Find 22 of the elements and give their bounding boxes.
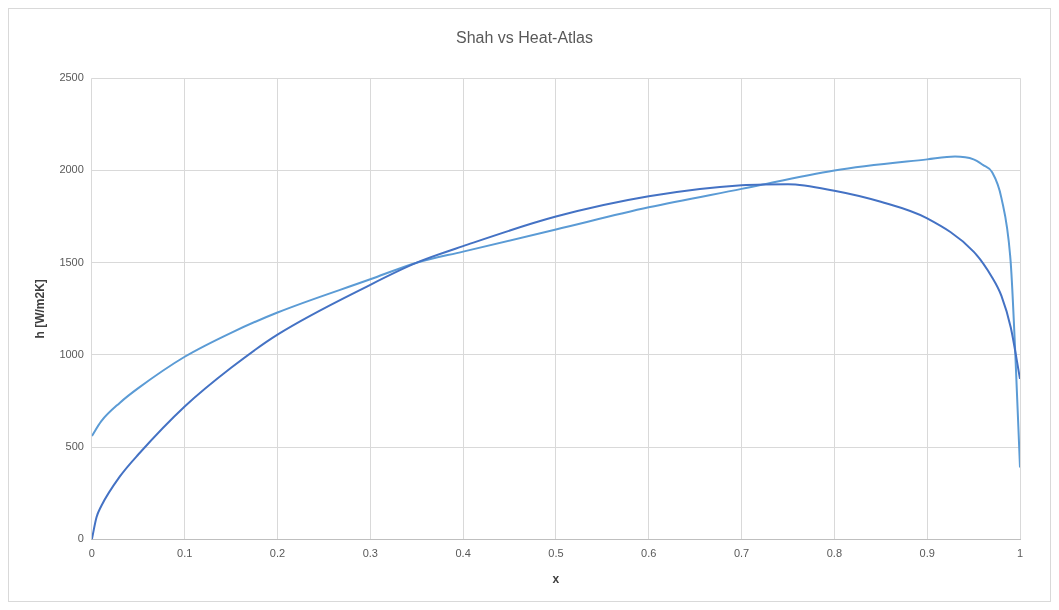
line-series xyxy=(91,155,1020,469)
y-tick-label: 0 xyxy=(77,532,84,545)
x-tick-label: 0.6 xyxy=(641,547,657,560)
x-tick-label: 0.5 xyxy=(548,547,564,560)
x-tick-label: 0.9 xyxy=(919,547,935,560)
y-tick-label: 2000 xyxy=(59,163,84,176)
x-tick-label: 0.3 xyxy=(362,547,378,560)
x-tick-label: 0.1 xyxy=(177,547,193,560)
y-tick-label: 1500 xyxy=(59,255,84,268)
x-tick-label: 0.7 xyxy=(733,547,750,560)
chart-title: Shah vs Heat-Atlas xyxy=(456,29,593,47)
y-tick-label: 500 xyxy=(65,440,84,453)
y-axis-title: h [W/m2K] xyxy=(32,279,47,339)
x-tick-label: 0.2 xyxy=(269,547,286,560)
x-tick-label: 0.8 xyxy=(826,547,843,560)
line-series xyxy=(91,183,1020,540)
x-axis-title: x xyxy=(552,572,560,587)
y-tick-label: 2500 xyxy=(59,71,84,84)
x-tick-label: 0.4 xyxy=(455,547,471,560)
y-tick-label: 1000 xyxy=(59,347,84,360)
x-tick-label: 1 xyxy=(1016,547,1024,560)
x-tick-label: 0 xyxy=(88,547,95,560)
